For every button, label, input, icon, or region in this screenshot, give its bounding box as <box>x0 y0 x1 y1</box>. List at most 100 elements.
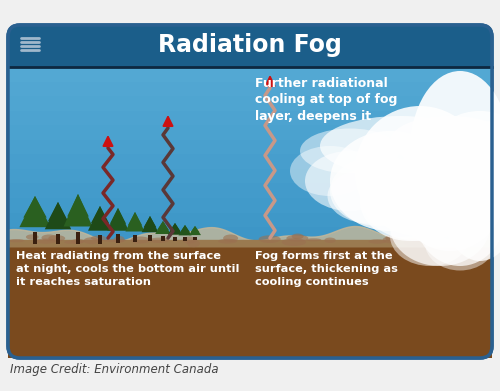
Polygon shape <box>110 208 126 224</box>
Polygon shape <box>20 196 50 227</box>
Polygon shape <box>157 221 169 230</box>
Polygon shape <box>8 96 492 111</box>
Ellipse shape <box>292 233 304 239</box>
Ellipse shape <box>102 239 126 242</box>
Polygon shape <box>133 235 137 242</box>
Polygon shape <box>8 183 492 198</box>
Polygon shape <box>8 242 492 256</box>
Ellipse shape <box>223 235 238 242</box>
Polygon shape <box>8 67 492 358</box>
Ellipse shape <box>368 239 386 244</box>
Polygon shape <box>161 236 165 241</box>
Ellipse shape <box>365 171 475 241</box>
Polygon shape <box>168 223 182 235</box>
Polygon shape <box>144 216 156 227</box>
Ellipse shape <box>286 235 308 242</box>
Ellipse shape <box>436 240 452 246</box>
Polygon shape <box>148 235 152 241</box>
Polygon shape <box>8 212 492 227</box>
Ellipse shape <box>130 237 150 244</box>
Polygon shape <box>24 196 46 218</box>
Ellipse shape <box>330 131 450 231</box>
Ellipse shape <box>355 106 485 236</box>
Ellipse shape <box>462 236 470 241</box>
Ellipse shape <box>64 240 84 244</box>
Polygon shape <box>64 194 92 226</box>
Ellipse shape <box>218 239 237 244</box>
Polygon shape <box>91 206 109 223</box>
Polygon shape <box>116 234 120 243</box>
Ellipse shape <box>305 151 395 211</box>
Ellipse shape <box>48 235 65 242</box>
Ellipse shape <box>42 235 57 241</box>
Ellipse shape <box>187 240 200 247</box>
Ellipse shape <box>182 237 196 244</box>
Ellipse shape <box>390 116 500 166</box>
Ellipse shape <box>324 237 336 243</box>
Ellipse shape <box>440 131 500 261</box>
Ellipse shape <box>330 156 430 226</box>
Polygon shape <box>8 125 492 140</box>
Polygon shape <box>45 202 71 229</box>
Polygon shape <box>183 237 187 241</box>
Polygon shape <box>193 237 197 240</box>
Polygon shape <box>8 169 492 183</box>
Ellipse shape <box>410 71 500 231</box>
Ellipse shape <box>149 238 170 243</box>
Polygon shape <box>173 237 177 241</box>
Ellipse shape <box>282 238 306 246</box>
Ellipse shape <box>91 235 106 240</box>
Polygon shape <box>8 329 492 343</box>
Text: Heat radiating from the surface
at night, cools the bottom air until
it reaches : Heat radiating from the surface at night… <box>16 251 239 287</box>
FancyBboxPatch shape <box>8 25 492 67</box>
Polygon shape <box>190 226 200 232</box>
Polygon shape <box>8 300 492 314</box>
Text: Image Credit: Environment Canada: Image Credit: Environment Canada <box>10 364 218 377</box>
Polygon shape <box>8 140 492 154</box>
Text: Further radiational
cooling at top of fog
layer, deepens it: Further radiational cooling at top of fo… <box>255 77 398 123</box>
Polygon shape <box>8 154 492 169</box>
Ellipse shape <box>306 238 321 241</box>
Ellipse shape <box>465 121 500 221</box>
Polygon shape <box>170 223 180 231</box>
Polygon shape <box>76 231 80 244</box>
Polygon shape <box>8 111 492 125</box>
Polygon shape <box>56 233 60 244</box>
Polygon shape <box>178 225 192 235</box>
Ellipse shape <box>468 238 485 241</box>
Ellipse shape <box>440 111 500 161</box>
Polygon shape <box>33 232 37 244</box>
Polygon shape <box>8 198 492 212</box>
Ellipse shape <box>404 239 426 242</box>
Ellipse shape <box>410 126 500 196</box>
Polygon shape <box>8 285 492 300</box>
Ellipse shape <box>423 235 444 242</box>
Ellipse shape <box>84 237 100 244</box>
Polygon shape <box>180 225 190 232</box>
Polygon shape <box>8 343 492 358</box>
Polygon shape <box>189 226 201 235</box>
Ellipse shape <box>395 131 500 251</box>
Text: Fog forms first at the
surface, thickening as
cooling continues: Fog forms first at the surface, thickeni… <box>255 251 398 287</box>
Ellipse shape <box>425 215 495 271</box>
Polygon shape <box>8 82 492 96</box>
Polygon shape <box>48 202 68 221</box>
Polygon shape <box>67 194 89 217</box>
Ellipse shape <box>390 186 490 266</box>
Polygon shape <box>8 47 492 67</box>
Polygon shape <box>8 67 492 82</box>
Ellipse shape <box>8 239 24 242</box>
Ellipse shape <box>258 235 280 243</box>
Ellipse shape <box>320 116 480 176</box>
Polygon shape <box>107 208 129 231</box>
Text: Radiation Fog: Radiation Fog <box>158 33 342 57</box>
Ellipse shape <box>386 235 396 241</box>
Ellipse shape <box>26 234 38 240</box>
Ellipse shape <box>290 146 370 196</box>
Ellipse shape <box>436 239 452 246</box>
Polygon shape <box>8 227 492 242</box>
Polygon shape <box>155 221 171 234</box>
Polygon shape <box>128 212 142 226</box>
Ellipse shape <box>390 206 470 266</box>
Ellipse shape <box>71 239 85 244</box>
